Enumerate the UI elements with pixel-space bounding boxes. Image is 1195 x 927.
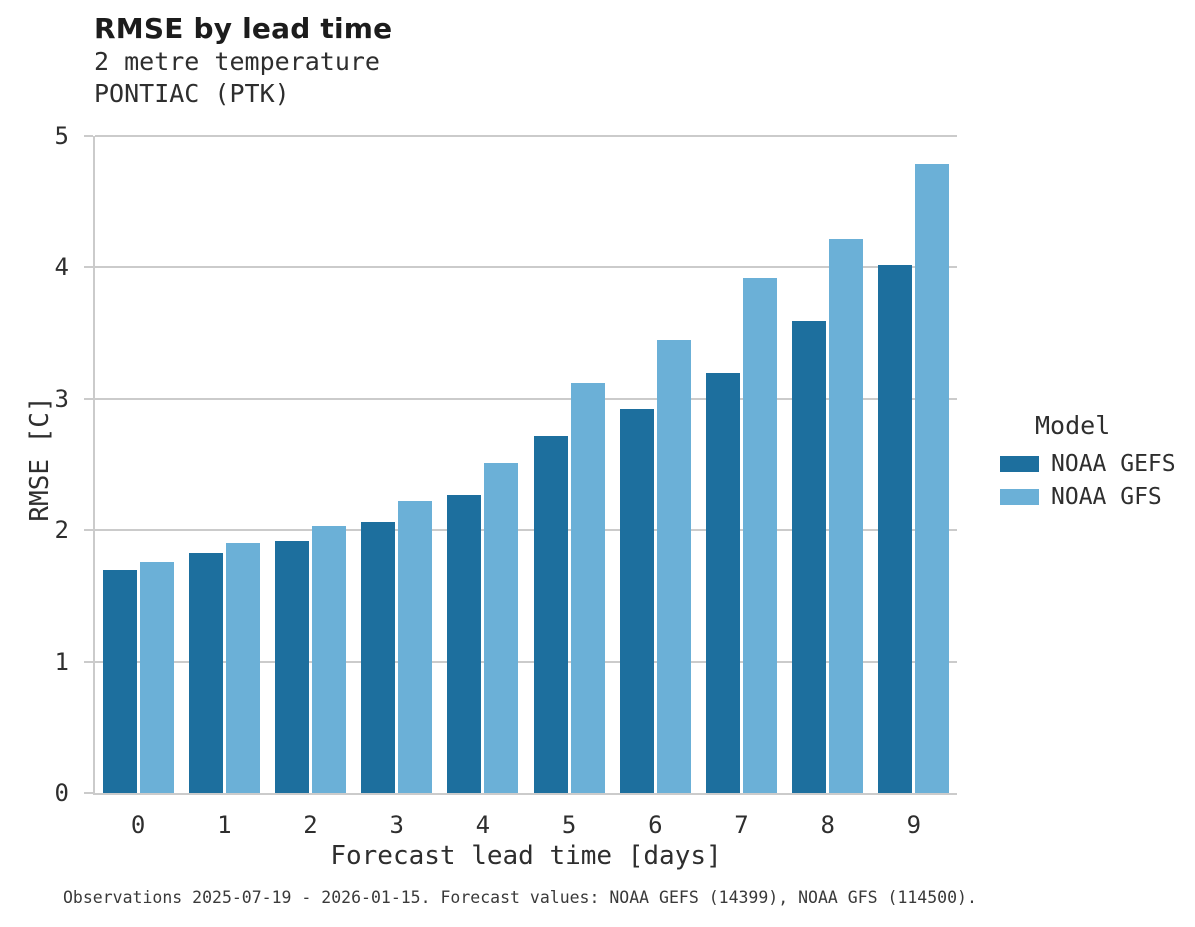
bar-noaa-gfs-day-1 (225, 543, 260, 793)
legend-label: NOAA GFS (1051, 483, 1162, 510)
bar-noaa-gfs-day-5 (570, 383, 605, 793)
bar-noaa-gefs-day-7 (706, 372, 740, 793)
y-tick-mark (84, 135, 93, 137)
y-tick-label: 2 (54, 516, 69, 545)
y-tick-mark (84, 397, 93, 400)
plot-area: 0 1 2 3 4 5 0 1 2 3 4 5 6 7 8 9 Forecast lead time [da… (55, 124, 957, 871)
y-tick-mark (84, 529, 93, 532)
legend-entry-noaa-gefs: NOAA GEFS (1000, 447, 1176, 480)
gridline (95, 397, 957, 400)
x-tick-label: 4 (475, 811, 491, 839)
gridline (95, 660, 957, 663)
bar-noaa-gefs-day-5 (533, 435, 568, 793)
chart-subtitle-line-2: PONTIAC (PTK) (94, 79, 290, 108)
x-tick-label: 9 (906, 811, 922, 839)
gridline (95, 266, 957, 269)
y-tick-label: 3 (54, 384, 69, 413)
legend-label: NOAA GEFS (1051, 450, 1176, 477)
x-tick-label: 6 (648, 811, 663, 839)
y-tick-mark (84, 660, 93, 663)
y-tick-mark (84, 792, 93, 794)
bar-noaa-gfs-day-6 (656, 339, 691, 793)
bar-noaa-gefs-day-8 (792, 321, 827, 793)
chart-title: RMSE by lead time (94, 12, 393, 45)
legend: Model NOAA GEFS NOAA GFS (1000, 413, 1176, 513)
bar-noaa-gfs-day-7 (743, 277, 777, 793)
gridline (95, 135, 957, 137)
bar-noaa-gfs-day-2 (312, 526, 346, 793)
y-tick-label: 0 (54, 779, 69, 807)
bar-noaa-gfs-day-0 (139, 561, 174, 793)
legend-entry-noaa-gfs: NOAA GFS (1000, 480, 1176, 513)
x-tick-label: 2 (303, 811, 318, 839)
x-axis-title: Forecast lead time [days] (330, 841, 722, 871)
bar-noaa-gefs-day-9 (878, 264, 913, 793)
caption: Observations 2025-07-19 - 2026-01-15. Fo… (63, 888, 977, 907)
x-tick-label: 0 (130, 811, 146, 839)
y-axis-title: RMSE [C] (25, 396, 55, 522)
bar-noaa-gfs-day-8 (829, 238, 864, 793)
bar-noaa-gfs-day-9 (915, 163, 950, 793)
bar-noaa-gefs-day-1 (188, 552, 223, 793)
x-tick-label: 5 (561, 811, 577, 839)
legend-swatch-icon (1000, 488, 1039, 505)
x-tick-label: 8 (820, 811, 835, 839)
bar-noaa-gefs-day-4 (447, 494, 482, 793)
y-tick-label: 4 (54, 253, 69, 282)
legend-swatch-icon (1000, 455, 1039, 472)
x-tick-label: 7 (734, 811, 749, 839)
x-tick-label: 3 (389, 811, 404, 839)
gridline (95, 529, 957, 532)
y-tick-label: 5 (54, 122, 69, 150)
bar-noaa-gefs-day-6 (619, 409, 654, 793)
chart-header: RMSE by lead time 2 metre temperature PO… (94, 12, 392, 110)
x-tick-label: 1 (217, 811, 232, 839)
chart-subtitle-line-1: 2 metre temperature (94, 47, 380, 76)
y-tick-label: 1 (54, 647, 69, 676)
bar-noaa-gefs-day-0 (102, 569, 137, 793)
bar-noaa-gefs-day-2 (275, 540, 309, 793)
legend-title: Model (1035, 411, 1111, 440)
y-tick-mark (84, 266, 93, 269)
bar-noaa-gefs-day-3 (361, 522, 396, 793)
bar-noaa-gfs-day-3 (398, 501, 433, 793)
bar-noaa-gfs-day-4 (484, 463, 519, 793)
